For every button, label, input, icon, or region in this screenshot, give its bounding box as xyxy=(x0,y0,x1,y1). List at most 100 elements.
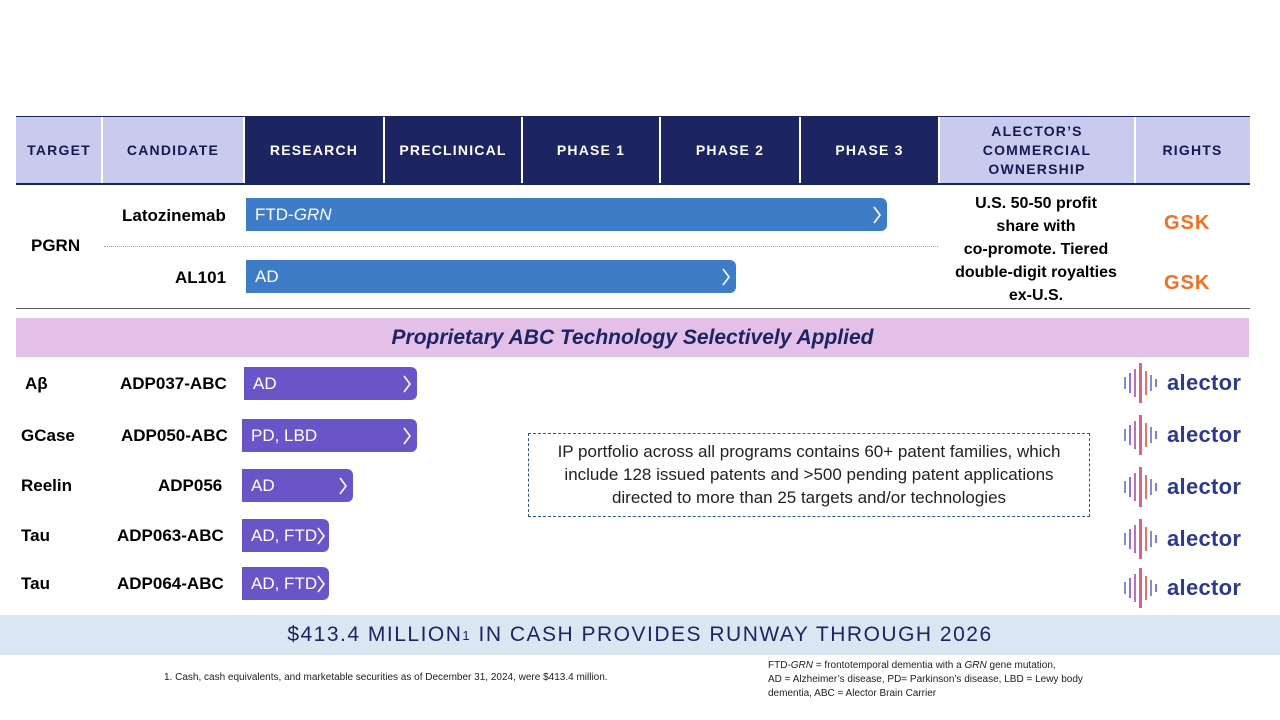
header-phase3-label: PHASE 3 xyxy=(835,142,904,158)
latozinemab-candidate-label: Latozinemab xyxy=(122,206,226,225)
latozinemab-indication-gene: GRN xyxy=(293,204,332,224)
adp063-candidate-label: ADP063-ABC xyxy=(117,526,224,545)
adp050-indication: PD, LBD xyxy=(251,425,318,445)
abbreviations-footnote: FTD-GRN = frontotemporal dementia with a… xyxy=(768,659,1083,701)
abbr-definition: = frontotemporal dementia with a xyxy=(813,660,965,671)
header-target-label: TARGET xyxy=(27,142,91,158)
alector-logo: alector xyxy=(1122,467,1241,507)
chevron-right-icon xyxy=(317,527,325,544)
abbr-ftd: FTD- xyxy=(768,660,791,671)
header-preclinical-label: PRECLINICAL xyxy=(399,142,507,158)
banner-text: Proprietary ABC Technology Selectively A… xyxy=(391,325,874,349)
header-research-label: RESEARCH xyxy=(269,142,359,158)
alector-wave-icon xyxy=(1124,568,1157,608)
header-separator xyxy=(101,117,103,183)
alector-wordmark: alector xyxy=(1167,370,1242,395)
alector-logo: alector xyxy=(1122,568,1241,608)
ip-line: include 128 issued patents and >500 pend… xyxy=(564,465,1054,484)
header-separator xyxy=(521,117,523,183)
tau-target-label: Tau xyxy=(21,574,50,593)
header-preclinical: PRECLINICAL xyxy=(384,117,522,183)
adp063-program-bar: AD, FTD xyxy=(242,519,329,552)
alector-logo: alector xyxy=(1122,415,1241,455)
ip-line: directed to more than 25 targets and/or … xyxy=(611,488,1007,507)
cash-runway-text: IN CASH PROVIDES RUNWAY THROUGH 2026 xyxy=(471,623,993,646)
latozinemab-indication: FTD-GRN xyxy=(255,205,332,225)
alector-logo: alector xyxy=(1122,363,1241,403)
al101-candidate-label: AL101 xyxy=(175,268,227,287)
chevron-right-icon xyxy=(873,206,881,223)
ip-line: IP portfolio across all programs contain… xyxy=(557,442,1061,461)
header-rights-label: RIGHTS xyxy=(1162,142,1223,158)
ownership-line: double-digit royalties xyxy=(955,264,1117,281)
header-ownership: ALECTOR’S COMMERCIAL OWNERSHIP xyxy=(939,117,1135,183)
header-ownership-line3: OWNERSHIP xyxy=(988,160,1086,177)
header-bottom-rule xyxy=(16,183,1250,185)
adp037-indication: AD xyxy=(253,373,277,393)
adp037-candidate-label: ADP037-ABC xyxy=(120,374,227,393)
header-separator xyxy=(659,117,661,183)
adp050-program-bar: PD, LBD xyxy=(242,419,417,452)
alector-wave-icon xyxy=(1124,363,1157,403)
cash-amount: $413.4 MILLION xyxy=(287,623,463,646)
adp037-program-bar: AD xyxy=(244,367,417,400)
header-phase1: PHASE 1 xyxy=(522,117,660,183)
latozinemab-indication-prefix: FTD- xyxy=(255,204,294,224)
header-phase1-label: PHASE 1 xyxy=(556,142,626,158)
header-separator xyxy=(243,117,245,183)
header-separator xyxy=(383,117,385,183)
pgrn-row-divider xyxy=(104,246,938,247)
abbr-grn: GRN xyxy=(790,660,814,671)
abc-technology-banner: Proprietary ABC Technology Selectively A… xyxy=(16,318,1249,357)
ip-portfolio-box: IP portfolio across all programs contain… xyxy=(528,433,1090,517)
adp056-indication: AD xyxy=(251,475,275,495)
cash-footnote: 1. Cash, cash equivalents, and marketabl… xyxy=(164,672,608,683)
pgrn-target-label: PGRN xyxy=(31,236,81,255)
adp064-candidate-label: ADP064-ABC xyxy=(117,574,224,593)
header-target: TARGET xyxy=(16,117,102,183)
ownership-line: share with xyxy=(996,218,1076,235)
ownership-line: ex-U.S. xyxy=(1008,287,1064,304)
header-separator xyxy=(938,117,940,183)
alector-wave-icon xyxy=(1124,415,1157,455)
gsk-logo: GSK xyxy=(1164,272,1211,294)
reelin-target-label: Reelin xyxy=(21,476,73,495)
ownership-line: U.S. 50-50 profit xyxy=(975,195,1097,212)
header-separator xyxy=(1134,117,1136,183)
pgrn-bottom-rule xyxy=(16,308,1250,309)
chevron-right-icon xyxy=(317,575,325,592)
cash-runway-bar: $413.4 MILLION 1 IN CASH PROVIDES RUNWAY … xyxy=(0,615,1280,655)
alector-wordmark: alector xyxy=(1167,474,1242,499)
header-separator xyxy=(799,117,801,183)
adp063-indication: AD, FTD xyxy=(251,525,318,545)
chevron-right-icon xyxy=(722,268,730,285)
gcase-target-label: GCase xyxy=(21,426,75,445)
header-phase3: PHASE 3 xyxy=(800,117,939,183)
abbreviations-line: AD = Alzheimer’s disease, PD= Parkinson’… xyxy=(768,674,1083,685)
header-rights: RIGHTS xyxy=(1135,117,1250,183)
header-phase2: PHASE 2 xyxy=(660,117,800,183)
alector-logo: alector xyxy=(1122,519,1241,559)
adp050-candidate-label: ADP050-ABC xyxy=(121,426,228,445)
adp056-program-bar: AD xyxy=(242,469,353,502)
abbreviations-line: dementia, ABC = Alector Brain Carrier xyxy=(768,688,937,699)
adp064-program-bar: AD, FTD xyxy=(242,567,329,600)
header-candidate-label: CANDIDATE xyxy=(126,142,220,158)
pgrn-ownership-text: U.S. 50-50 profit share with co-promote.… xyxy=(942,192,1130,307)
abbr-definition-end: gene mutation, xyxy=(986,660,1056,671)
tau-target-label: Tau xyxy=(21,526,50,545)
latozinemab-program-bar: FTD-GRN xyxy=(246,198,887,231)
alector-wave-icon xyxy=(1124,467,1157,507)
chevron-right-icon xyxy=(339,477,347,494)
abbreviations-line: FTD-GRN = frontotemporal dementia with a… xyxy=(768,659,1083,673)
gsk-logo: GSK xyxy=(1164,212,1211,234)
abeta-target-label: Aβ xyxy=(25,374,48,393)
chevron-right-icon xyxy=(403,427,411,444)
chevron-right-icon xyxy=(403,375,411,392)
alector-wave-icon xyxy=(1124,519,1157,559)
cash-footnote-marker: 1 xyxy=(462,627,472,643)
adp056-candidate-label: ADP056 xyxy=(158,476,223,495)
alector-wordmark: alector xyxy=(1167,526,1242,551)
abbr-grn: GRN xyxy=(964,660,987,671)
ownership-line: co-promote. Tiered xyxy=(963,241,1109,258)
